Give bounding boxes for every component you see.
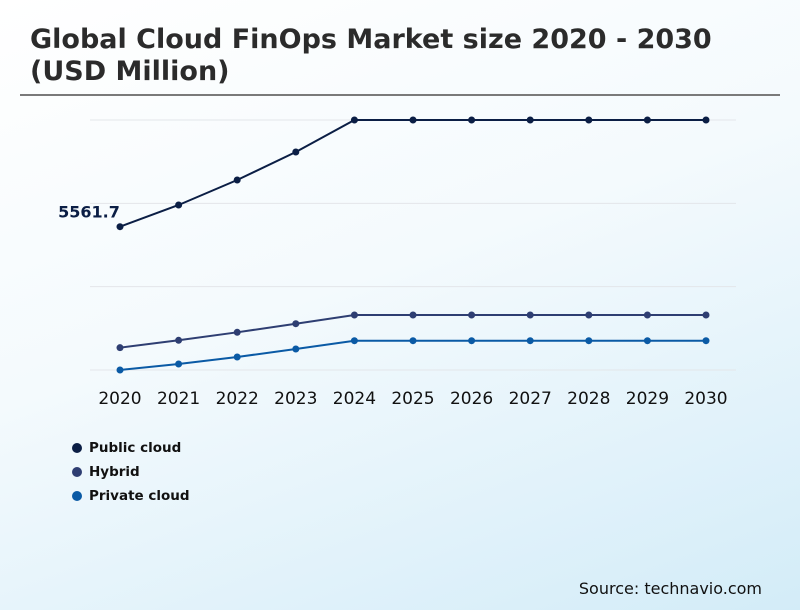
data-point <box>585 337 593 345</box>
data-point <box>702 311 710 319</box>
source-note: Source: technavio.com <box>578 579 762 598</box>
x-tick-label: 2030 <box>684 389 727 409</box>
data-point <box>468 337 476 345</box>
legend-marker <box>72 467 82 477</box>
chart-title: Global Cloud FinOps Market size 2020 - 2… <box>30 24 712 87</box>
data-point <box>526 116 534 124</box>
data-point <box>585 116 593 124</box>
legend-label: Hybrid <box>89 464 140 480</box>
data-point <box>292 345 300 353</box>
data-point <box>526 337 534 345</box>
x-tick-label: 2028 <box>567 389 610 409</box>
data-point <box>526 311 534 319</box>
data-point <box>116 223 124 231</box>
x-tick-label: 2029 <box>626 389 669 409</box>
legend: Public cloud Hybrid Private cloud <box>72 436 190 508</box>
data-point <box>116 344 124 352</box>
legend-label: Public cloud <box>89 440 182 456</box>
series-line <box>119 339 706 371</box>
legend-marker <box>72 443 82 453</box>
data-point <box>233 176 241 184</box>
data-point <box>409 311 417 319</box>
data-point <box>233 328 241 336</box>
data-point <box>702 116 710 124</box>
data-point <box>350 116 358 124</box>
x-tick-label: 2025 <box>391 389 434 409</box>
title-divider <box>20 94 780 96</box>
series-line <box>119 119 706 228</box>
data-point <box>175 201 183 209</box>
data-point <box>292 320 300 328</box>
data-point <box>643 311 651 319</box>
x-tick-label: 2026 <box>450 389 493 409</box>
data-point <box>175 336 183 344</box>
data-point <box>409 116 417 124</box>
legend-item-hybrid: Hybrid <box>72 460 190 484</box>
data-point <box>468 116 476 124</box>
data-point <box>468 311 476 319</box>
data-point <box>585 311 593 319</box>
x-tick-label: 2022 <box>216 389 259 409</box>
legend-item-public-cloud: Public cloud <box>72 436 190 460</box>
x-tick-label: 2027 <box>509 389 552 409</box>
data-point <box>116 366 124 374</box>
legend-item-private-cloud: Private cloud <box>72 484 190 508</box>
x-tick-label: 2024 <box>333 389 376 409</box>
data-point <box>409 337 417 345</box>
data-point <box>292 148 300 156</box>
legend-marker <box>72 491 82 501</box>
data-point <box>175 360 183 368</box>
x-tick-label: 2021 <box>157 389 200 409</box>
data-label: 5561.7 <box>58 203 120 222</box>
data-point <box>643 116 651 124</box>
data-point <box>702 337 710 345</box>
data-point <box>643 337 651 345</box>
x-tick-label: 2023 <box>274 389 317 409</box>
data-point <box>233 353 241 361</box>
legend-label: Private cloud <box>89 488 190 504</box>
data-point <box>350 311 358 319</box>
x-tick-label: 2020 <box>98 389 141 409</box>
data-point <box>350 337 358 345</box>
